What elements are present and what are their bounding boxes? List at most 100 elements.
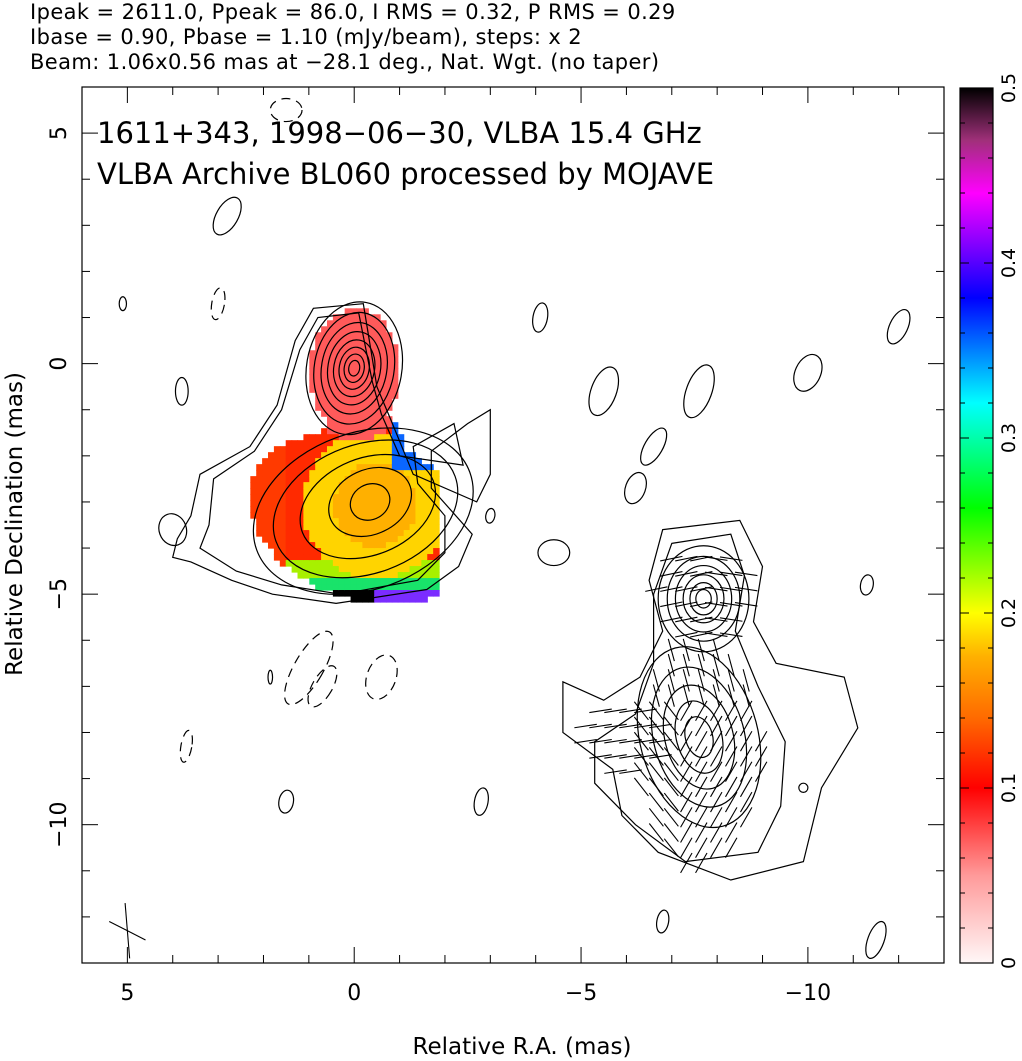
heatmap-cell bbox=[321, 566, 328, 573]
heatmap-cell bbox=[303, 524, 310, 531]
heatmap-cell bbox=[332, 368, 340, 375]
evpa-stick bbox=[704, 571, 728, 577]
evpa-stick bbox=[754, 746, 768, 767]
heatmap-cell bbox=[433, 524, 440, 531]
heatmap-cell bbox=[391, 470, 399, 477]
heatmap-cell bbox=[374, 470, 381, 477]
heatmap-cell bbox=[350, 464, 358, 471]
heatmap-cell bbox=[385, 380, 393, 387]
evpa-stick bbox=[680, 700, 693, 722]
heatmap-cell bbox=[332, 428, 340, 435]
heatmap-cell bbox=[309, 572, 316, 579]
heatmap-cell bbox=[380, 320, 387, 327]
evpa-stick bbox=[697, 638, 705, 662]
heatmap-cell bbox=[374, 320, 381, 327]
heatmap-cell bbox=[397, 548, 405, 555]
heatmap-cell bbox=[350, 314, 358, 321]
heatmap-cell bbox=[368, 476, 375, 483]
heatmap-cell bbox=[409, 566, 417, 573]
heatmap-cell bbox=[380, 536, 387, 543]
heatmap-cell bbox=[415, 512, 422, 519]
evpa-stick bbox=[663, 792, 679, 812]
heatmap-cell bbox=[391, 554, 399, 561]
evpa-stick bbox=[574, 738, 597, 744]
heatmap-cell bbox=[356, 350, 363, 357]
heatmap-cell bbox=[273, 530, 281, 537]
heatmap-cell bbox=[285, 536, 293, 543]
heatmap-cell bbox=[374, 488, 381, 495]
contour-noise bbox=[640, 427, 668, 466]
heatmap-cell bbox=[268, 464, 275, 471]
heatmap-cell bbox=[421, 512, 428, 519]
heatmap-cell bbox=[268, 494, 275, 501]
heatmap-cell bbox=[332, 452, 340, 459]
heatmap-cell bbox=[433, 506, 440, 513]
heatmap-cell bbox=[256, 518, 263, 525]
heatmap-cell bbox=[391, 530, 399, 537]
heatmap-cell bbox=[385, 368, 393, 375]
heatmap-cell bbox=[344, 524, 352, 531]
heatmap-cell bbox=[315, 350, 322, 357]
heatmap-cell bbox=[279, 524, 287, 531]
heatmap-cell bbox=[332, 542, 340, 549]
evpa-stick bbox=[725, 776, 738, 798]
heatmap-cell bbox=[368, 518, 375, 525]
evpa-stick bbox=[727, 669, 735, 692]
heatmap-cell bbox=[315, 446, 322, 453]
heatmap-cell bbox=[409, 506, 417, 513]
heatmap-cell bbox=[362, 308, 369, 315]
heatmap-cell bbox=[321, 392, 328, 399]
evpa-stick bbox=[695, 715, 708, 737]
heatmap-cell bbox=[380, 434, 387, 441]
heatmap-cell bbox=[332, 578, 340, 585]
heatmap-cell bbox=[338, 578, 346, 585]
heatmap-cell bbox=[315, 542, 322, 549]
heatmap-cell bbox=[415, 560, 422, 567]
heatmap-cell bbox=[362, 464, 369, 471]
heatmap-cell bbox=[268, 470, 275, 477]
heatmap-cell bbox=[409, 482, 417, 489]
heatmap-cell bbox=[256, 512, 263, 519]
heatmap-cell bbox=[374, 506, 381, 513]
heatmap-cell bbox=[268, 524, 275, 531]
heatmap-cell bbox=[374, 548, 381, 555]
heatmap-cell bbox=[350, 578, 358, 585]
heatmap-cell bbox=[309, 446, 316, 453]
heatmap-cell bbox=[421, 530, 428, 537]
heatmap-cell bbox=[350, 488, 358, 495]
heatmap-cell bbox=[309, 464, 316, 471]
heatmap-cell bbox=[279, 476, 287, 483]
heatmap-cell bbox=[374, 482, 381, 489]
heatmap-cell bbox=[326, 536, 334, 543]
heatmap-cell bbox=[356, 320, 363, 327]
heatmap-cell bbox=[391, 380, 399, 387]
heatmap-cell bbox=[344, 464, 352, 471]
heatmap-cell bbox=[321, 386, 328, 393]
heatmap-cell bbox=[291, 506, 299, 513]
heatmap-cell bbox=[356, 458, 363, 465]
heatmap-cell bbox=[297, 494, 304, 501]
heatmap-cell bbox=[297, 464, 304, 471]
heatmap-cell bbox=[374, 518, 381, 525]
y-tick-label: 5 bbox=[47, 126, 72, 140]
heatmap-cell bbox=[321, 344, 328, 351]
heatmap-cell bbox=[427, 506, 434, 513]
evpa-stick bbox=[710, 746, 723, 767]
heatmap-cell bbox=[309, 362, 316, 369]
heatmap-cell bbox=[362, 380, 369, 387]
heatmap-cell bbox=[350, 548, 358, 555]
heatmap-cell bbox=[362, 524, 369, 531]
x-tick-label: −10 bbox=[785, 981, 831, 1006]
heatmap-cell bbox=[397, 476, 405, 483]
heatmap-cell bbox=[433, 488, 440, 495]
heatmap-cell bbox=[326, 566, 334, 573]
contour-noise bbox=[365, 654, 398, 700]
heatmap-cell bbox=[321, 398, 328, 405]
heatmap-cell bbox=[344, 416, 352, 423]
heatmap-cell bbox=[368, 404, 375, 411]
heatmap-cell bbox=[326, 530, 334, 537]
heatmap-cell bbox=[297, 554, 304, 561]
heatmap-cell bbox=[356, 578, 363, 585]
heatmap-cell bbox=[332, 314, 340, 321]
heatmap-cell bbox=[362, 392, 369, 399]
